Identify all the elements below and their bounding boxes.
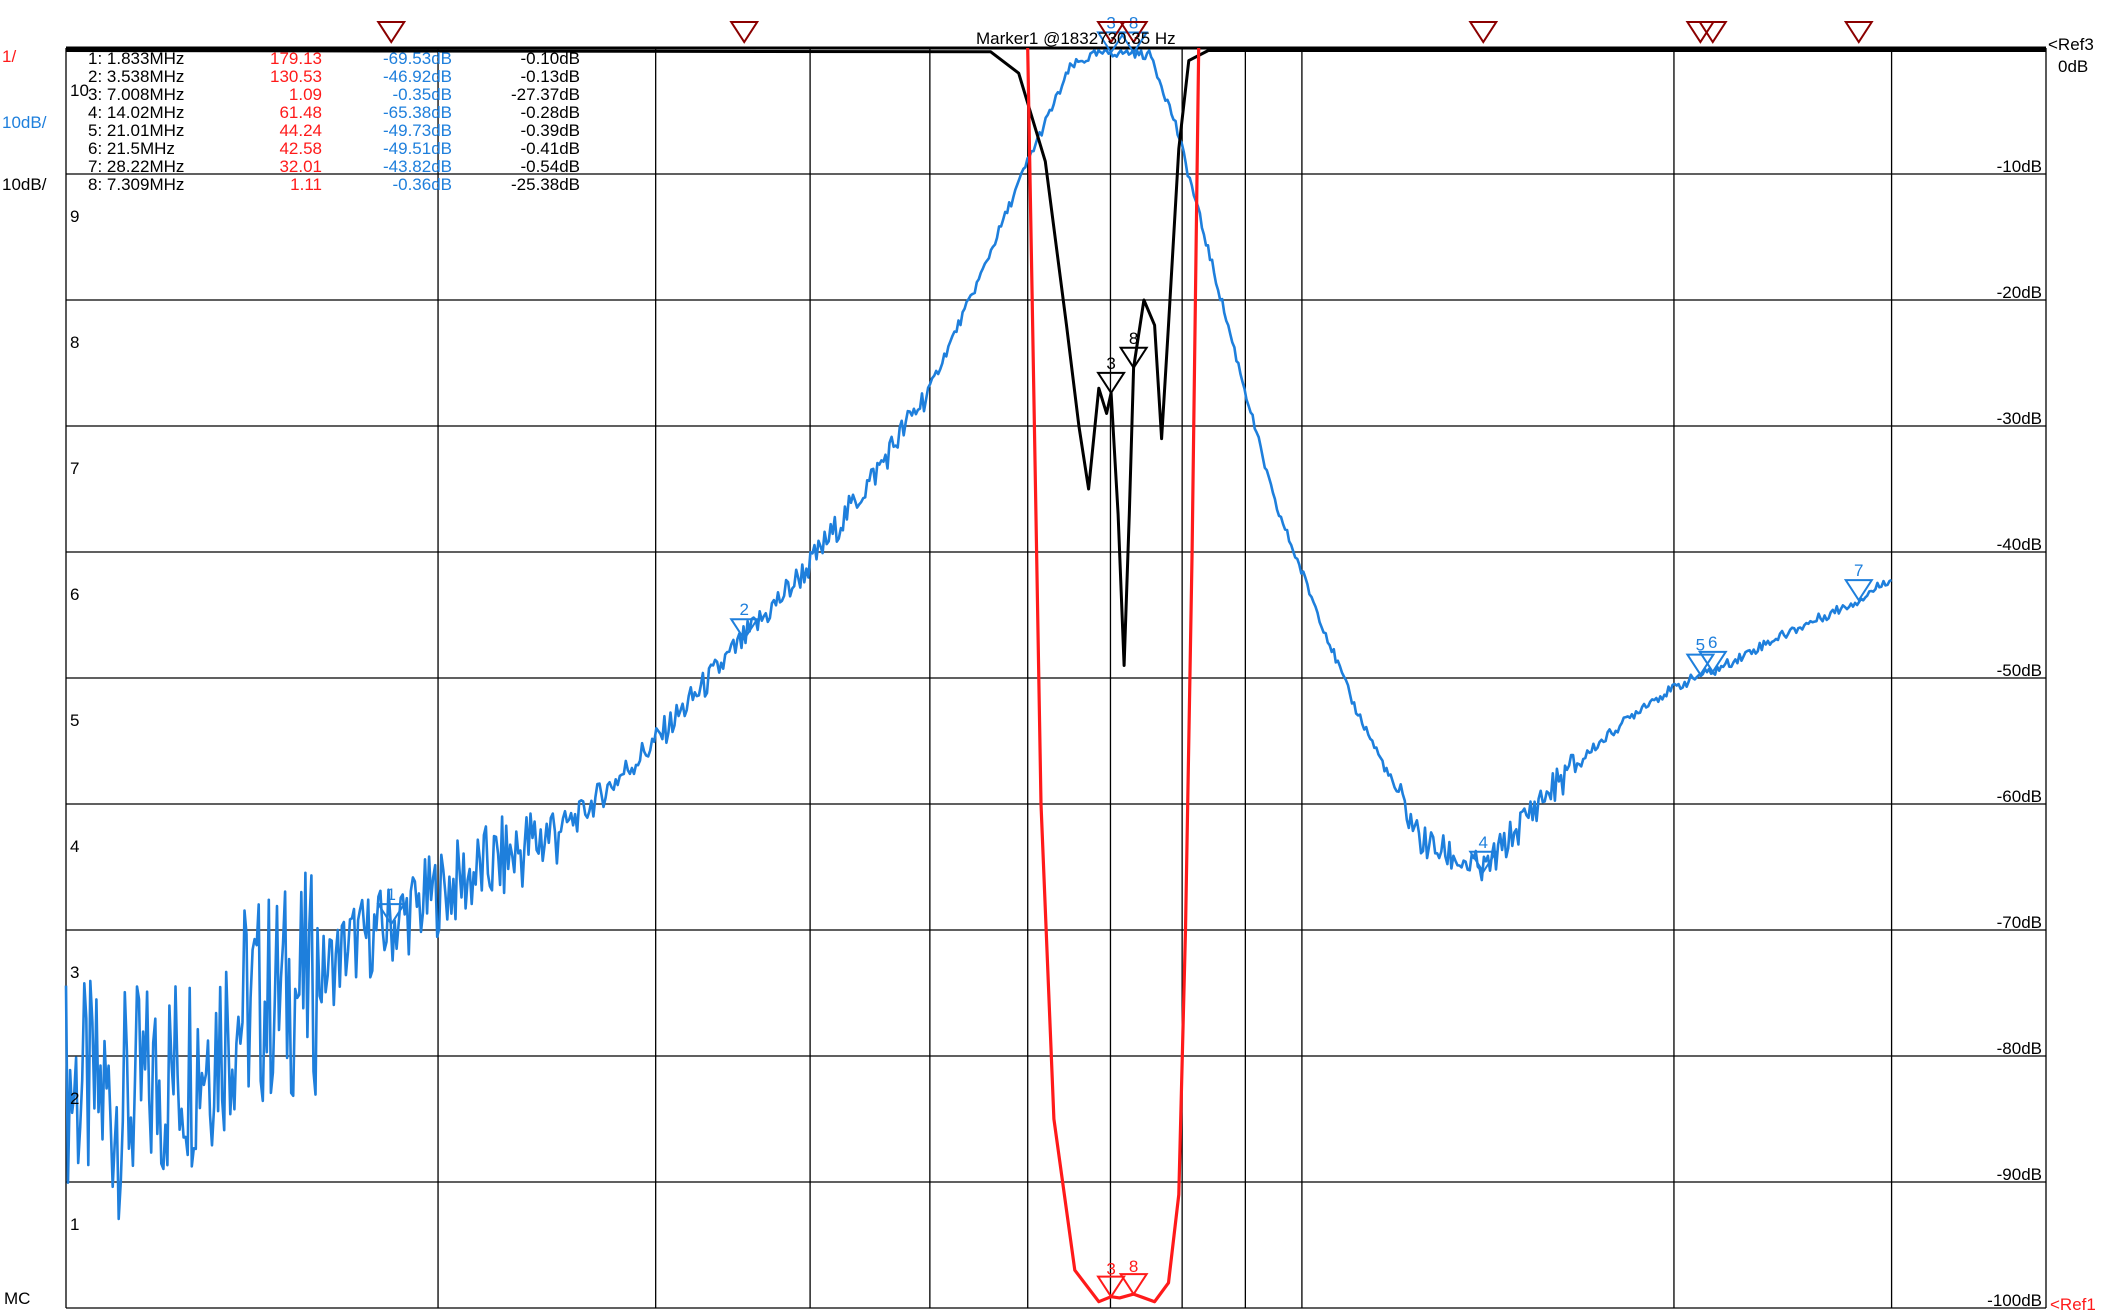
marker-s21-label-5: 5 bbox=[1696, 636, 1705, 655]
y-left-tick: 8 bbox=[70, 333, 79, 352]
marker-row-s21: -0.35dB bbox=[392, 85, 452, 104]
marker-row-label: 5: 21.01MHz bbox=[88, 121, 184, 140]
marker-s11-label-8: 8 bbox=[1129, 329, 1138, 348]
marker-vswr-3 bbox=[1096, 1275, 1126, 1299]
marker-top-1 bbox=[376, 21, 407, 44]
marker-top-4 bbox=[1468, 21, 1499, 44]
mc-label: MC bbox=[4, 1289, 30, 1308]
marker-row-s21: -43.82dB bbox=[383, 157, 452, 176]
marker-row-label: 3: 7.008MHz bbox=[88, 85, 184, 104]
y-right-tick: -60dB bbox=[1997, 787, 2042, 806]
marker-s21-label-7: 7 bbox=[1854, 561, 1863, 580]
y-right-tick: -80dB bbox=[1997, 1039, 2042, 1058]
marker-row-label: 7: 28.22MHz bbox=[88, 157, 184, 176]
vswr-trace bbox=[1026, 47, 1201, 1304]
marker-row-label: 4: 14.02MHz bbox=[88, 103, 184, 122]
marker-s21-label-8: 8 bbox=[1129, 14, 1138, 33]
marker-row-vswr: 32.01 bbox=[279, 157, 322, 176]
marker-vswr-8 bbox=[1118, 1273, 1149, 1296]
marker-row-label: 8: 7.309MHz bbox=[88, 175, 184, 194]
marker-s11-label-3: 3 bbox=[1106, 354, 1115, 373]
y-left-tick: 3 bbox=[70, 963, 79, 982]
traces bbox=[64, 47, 2046, 1304]
y-left-tick: 4 bbox=[70, 837, 79, 856]
marker-row-vswr: 130.53 bbox=[270, 67, 322, 86]
marker-s21-label-1: 1 bbox=[387, 885, 396, 904]
marker-row-s21: -49.51dB bbox=[383, 139, 452, 158]
scale-vswr-label: 1/ bbox=[2, 47, 16, 66]
marker-top-8 bbox=[1118, 21, 1149, 44]
marker-row-vswr: 42.58 bbox=[279, 139, 322, 158]
y-left-tick: 2 bbox=[70, 1089, 79, 1108]
marker-row-vswr: 179.13 bbox=[270, 49, 322, 68]
s11-trace bbox=[65, 49, 2046, 667]
marker-s21-8 bbox=[1118, 31, 1149, 55]
y-right-tick: -100dB bbox=[1987, 1291, 2042, 1310]
marker-row-s11: -27.37dB bbox=[511, 85, 580, 104]
scale-s21-label: 10dB/ bbox=[2, 113, 47, 132]
y-right-tick: -40dB bbox=[1997, 535, 2042, 554]
marker-row-vswr: 1.09 bbox=[289, 85, 322, 104]
marker-row-s11: -0.28dB bbox=[520, 103, 580, 122]
marker-row-s11: -0.10dB bbox=[520, 49, 580, 68]
y-right-tick: -90dB bbox=[1997, 1165, 2042, 1184]
marker-row-s11: -0.54dB bbox=[520, 157, 580, 176]
marker-s21-4 bbox=[1468, 850, 1499, 874]
marker-row-s21: -49.73dB bbox=[383, 121, 452, 140]
marker-vswr-label-8: 8 bbox=[1129, 1257, 1138, 1276]
marker-row-s21: -0.36dB bbox=[392, 175, 452, 194]
marker-top-3 bbox=[1096, 21, 1126, 44]
marker-row-vswr: 44.24 bbox=[279, 121, 322, 140]
marker-row-s11: -0.39dB bbox=[520, 121, 580, 140]
marker-row-label: 1: 1.833MHz bbox=[88, 49, 184, 68]
marker-s11-8 bbox=[1118, 346, 1149, 370]
marker-row-s11: -25.38dB bbox=[511, 175, 580, 194]
marker-s21-7 bbox=[1843, 579, 1874, 602]
marker-top-6 bbox=[1697, 21, 1728, 44]
marker-top-5 bbox=[1685, 21, 1716, 44]
marker-row-s21: -65.38dB bbox=[383, 103, 452, 122]
marker-title: Marker1 @1832730.35 Hz bbox=[976, 29, 1176, 48]
y-left-tick: 10 bbox=[70, 81, 89, 100]
marker-row-s21: -69.53dB bbox=[383, 49, 452, 68]
marker-row-label: 2: 3.538MHz bbox=[88, 67, 184, 86]
marker-s11-3 bbox=[1096, 371, 1126, 395]
marker-s21-2 bbox=[729, 618, 760, 642]
marker-s21-3 bbox=[1096, 31, 1126, 55]
y-right-tick: -70dB bbox=[1997, 913, 2042, 932]
marker-table: 1: 1.833MHz 179.13 -69.53dB -0.10dB 2: 3.538… bbox=[88, 49, 580, 194]
ref-top-value: 0dB bbox=[2058, 57, 2088, 76]
marker-row-s11: -0.41dB bbox=[520, 139, 580, 158]
ref-bottom-label: <Ref1 bbox=[2050, 1295, 2096, 1314]
tick-labels: 10987654321-10dB-20dB-30dB-40dB-50dB-60d… bbox=[70, 81, 2042, 1310]
y-left-tick: 6 bbox=[70, 585, 79, 604]
marker-vswr-label-3: 3 bbox=[1106, 1260, 1115, 1279]
grid bbox=[65, 46, 2047, 1309]
y-left-tick: 1 bbox=[70, 1215, 79, 1234]
y-left-tick: 9 bbox=[70, 207, 79, 226]
marker-row-vswr: 61.48 bbox=[279, 103, 322, 122]
marker-row-label: 6: 21.5MHz bbox=[88, 139, 175, 158]
y-right-tick: -30dB bbox=[1997, 409, 2042, 428]
marker-top-2 bbox=[729, 21, 760, 44]
ref-top-label: <Ref3 bbox=[2048, 35, 2094, 54]
y-right-tick: -10dB bbox=[1997, 157, 2042, 176]
y-right-tick: -50dB bbox=[1997, 661, 2042, 680]
marker-s21-label-6: 6 bbox=[1708, 633, 1717, 652]
marker-row-s11: -0.13dB bbox=[520, 67, 580, 86]
marker-s21-6 bbox=[1697, 650, 1728, 674]
marker-top-7 bbox=[1843, 21, 1874, 44]
scale-s11-label: 10dB/ bbox=[2, 175, 47, 194]
y-left-tick: 5 bbox=[70, 711, 79, 730]
marker-row-s21: -46.92dB bbox=[383, 67, 452, 86]
y-left-tick: 7 bbox=[70, 459, 79, 478]
marker-s21-label-4: 4 bbox=[1479, 833, 1488, 852]
marker-row-vswr: 1.11 bbox=[290, 175, 322, 194]
marker-s21-label-2: 2 bbox=[739, 600, 748, 619]
y-right-tick: -20dB bbox=[1997, 283, 2042, 302]
s21-trace bbox=[64, 49, 1893, 1221]
marker-s21-1 bbox=[376, 903, 407, 926]
